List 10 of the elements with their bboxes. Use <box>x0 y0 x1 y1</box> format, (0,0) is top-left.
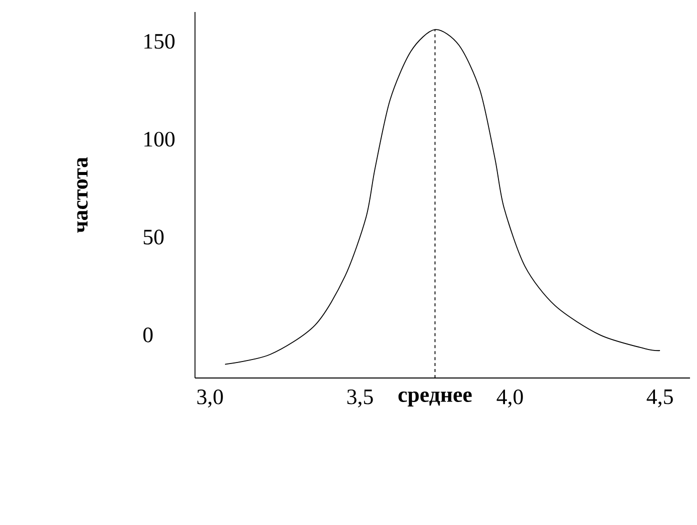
y-tick-label: 50 <box>144 230 164 244</box>
y-axis-title: частота <box>77 157 88 233</box>
y-tick-label: 150 <box>144 34 175 49</box>
x-tick-label: 3,0 <box>197 389 223 408</box>
x-tick-label: 3,5 <box>347 389 373 408</box>
y-tick-label: 0 <box>143 328 153 342</box>
x-tick-label: 4,5 <box>646 389 673 408</box>
ref-line-label: среднее <box>398 391 472 406</box>
y-tick-label: 100 <box>144 132 175 147</box>
x-tick-label: 4,0 <box>496 389 523 408</box>
